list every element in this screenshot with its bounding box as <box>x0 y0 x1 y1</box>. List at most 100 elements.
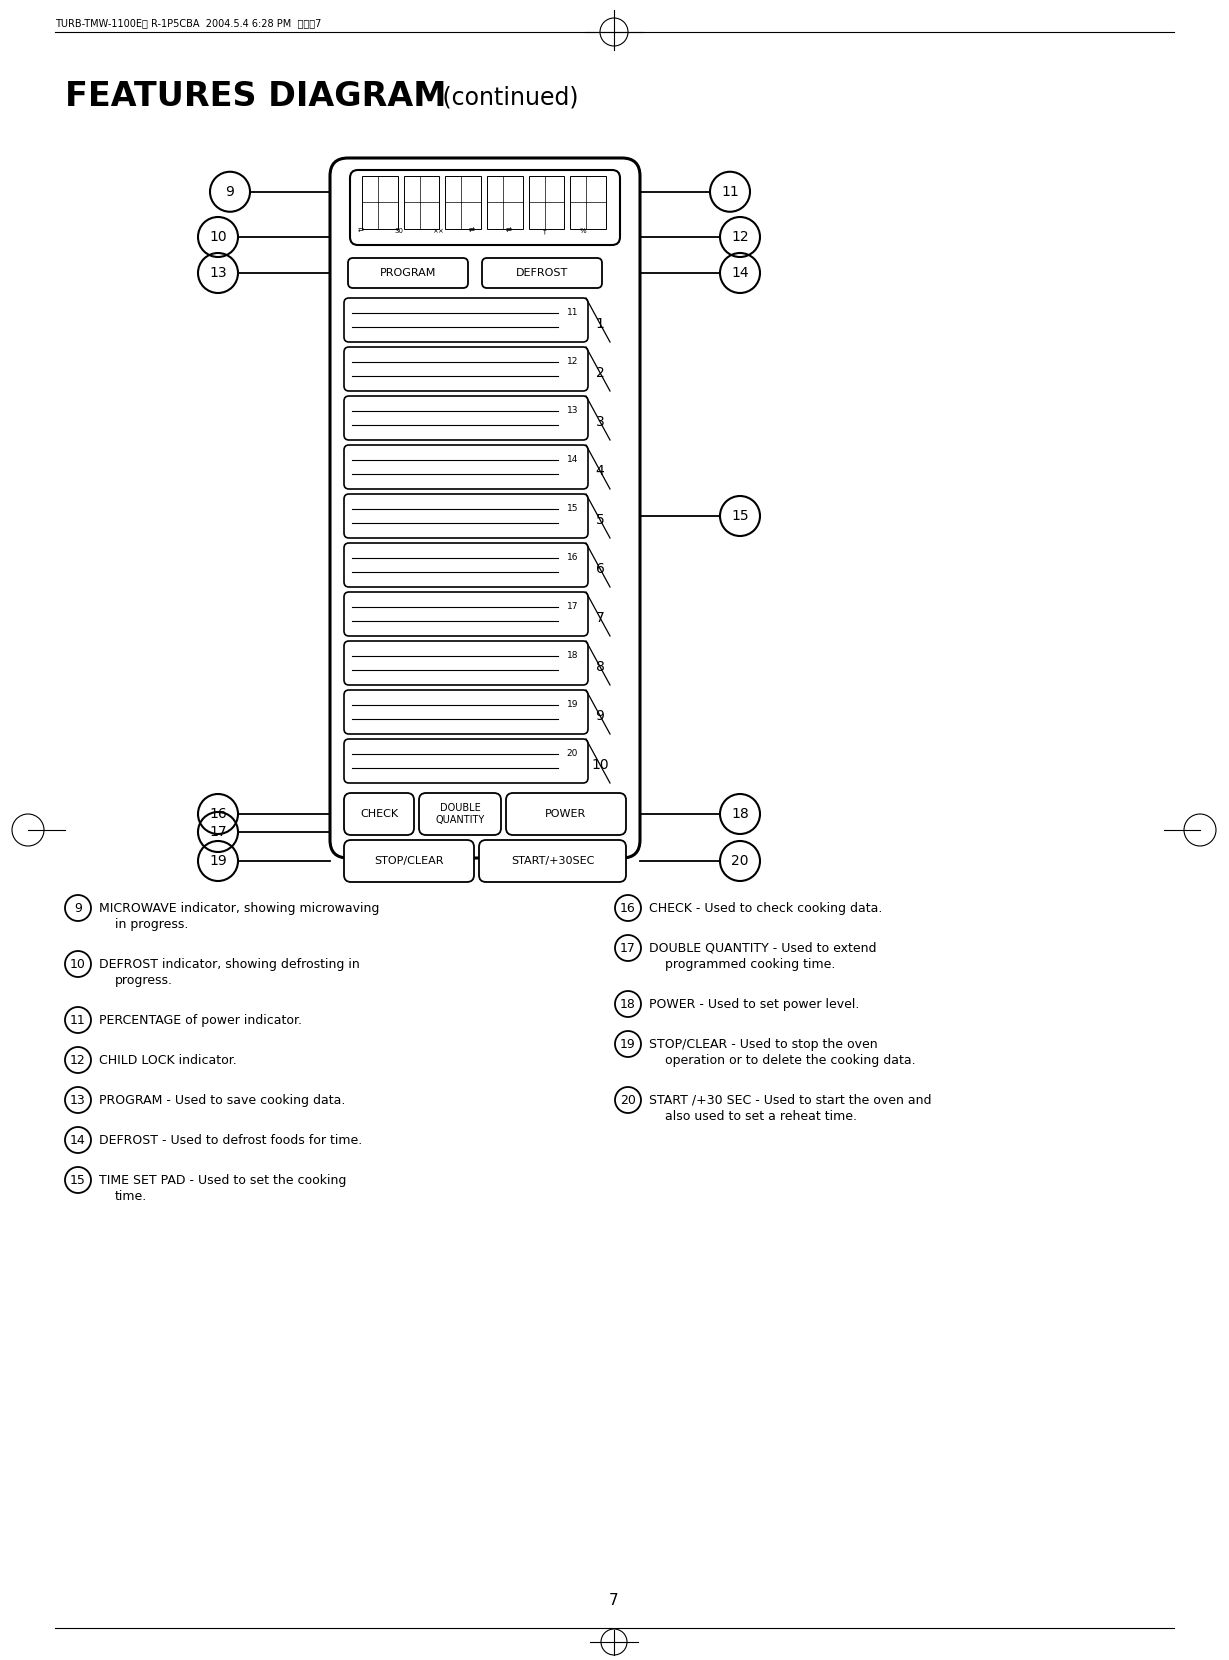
Text: 3: 3 <box>596 415 605 430</box>
Text: 30: 30 <box>395 227 404 234</box>
Text: 20: 20 <box>567 749 578 759</box>
FancyBboxPatch shape <box>344 793 414 835</box>
Text: 19: 19 <box>209 853 227 868</box>
FancyBboxPatch shape <box>344 347 587 392</box>
Text: 7: 7 <box>596 611 605 626</box>
FancyBboxPatch shape <box>344 543 587 588</box>
Text: 16: 16 <box>567 553 578 563</box>
Text: 7: 7 <box>610 1592 619 1607</box>
FancyBboxPatch shape <box>482 257 602 287</box>
Text: STOP/CLEAR - Used to stop the oven: STOP/CLEAR - Used to stop the oven <box>649 1038 878 1051</box>
Text: DEFROST - Used to defrost foods for time.: DEFROST - Used to defrost foods for time… <box>100 1134 363 1147</box>
Text: 2: 2 <box>596 367 605 380</box>
Text: 15: 15 <box>731 510 748 523</box>
Text: 11: 11 <box>567 309 578 317</box>
Text: START /+30 SEC - Used to start the oven and: START /+30 SEC - Used to start the oven … <box>649 1094 932 1107</box>
Text: POWER - Used to set power level.: POWER - Used to set power level. <box>649 998 859 1011</box>
Text: 12: 12 <box>70 1054 86 1066</box>
Bar <box>403 176 439 229</box>
FancyBboxPatch shape <box>344 495 587 538</box>
Text: 10: 10 <box>70 958 86 971</box>
Text: time.: time. <box>116 1190 147 1202</box>
Text: FEATURES DIAGRAM: FEATURES DIAGRAM <box>65 80 446 113</box>
FancyBboxPatch shape <box>344 445 587 490</box>
Text: CHILD LOCK indicator.: CHILD LOCK indicator. <box>100 1054 237 1066</box>
FancyBboxPatch shape <box>344 691 587 734</box>
FancyBboxPatch shape <box>419 793 501 835</box>
Bar <box>528 176 564 229</box>
Text: CHECK - Used to check cooking data.: CHECK - Used to check cooking data. <box>649 901 882 915</box>
Text: 17: 17 <box>567 603 578 611</box>
Bar <box>445 176 481 229</box>
Text: MICROWAVE indicator, showing microwaving: MICROWAVE indicator, showing microwaving <box>100 901 380 915</box>
Text: 6: 6 <box>596 563 605 576</box>
FancyBboxPatch shape <box>344 593 587 636</box>
Text: DOUBLE
QUANTITY: DOUBLE QUANTITY <box>435 803 484 825</box>
Text: ⇄: ⇄ <box>468 227 474 234</box>
Text: 1: 1 <box>596 317 605 332</box>
Text: programmed cooking time.: programmed cooking time. <box>665 958 836 971</box>
Text: DOUBLE QUANTITY - Used to extend: DOUBLE QUANTITY - Used to extend <box>649 941 876 954</box>
FancyBboxPatch shape <box>344 840 474 881</box>
FancyBboxPatch shape <box>506 793 626 835</box>
Text: 17: 17 <box>209 825 227 838</box>
Text: PROGRAM - Used to save cooking data.: PROGRAM - Used to save cooking data. <box>100 1094 345 1107</box>
FancyBboxPatch shape <box>479 840 626 881</box>
Text: TURB-TMW-1100E영 R-1P5CBA  2004.5.4 6:28 PM  페이지7: TURB-TMW-1100E영 R-1P5CBA 2004.5.4 6:28 P… <box>55 18 321 28</box>
Text: 9: 9 <box>74 901 82 915</box>
Text: 11: 11 <box>70 1014 86 1026</box>
Text: 13: 13 <box>567 407 578 415</box>
Text: 16: 16 <box>209 807 227 822</box>
Text: †: † <box>542 227 546 234</box>
Text: 5: 5 <box>596 513 605 528</box>
Text: 13: 13 <box>70 1094 86 1107</box>
Text: CHECK: CHECK <box>360 808 398 818</box>
Bar <box>363 176 398 229</box>
Text: 14: 14 <box>70 1134 86 1147</box>
Text: %: % <box>579 227 586 234</box>
Text: 8: 8 <box>596 661 605 674</box>
Text: 20: 20 <box>621 1094 635 1107</box>
Bar <box>570 176 606 229</box>
Text: PERCENTAGE of power indicator.: PERCENTAGE of power indicator. <box>100 1014 302 1026</box>
Text: DEFROST: DEFROST <box>516 267 568 277</box>
Text: START/+30SEC: START/+30SEC <box>511 857 594 867</box>
Text: 16: 16 <box>621 901 635 915</box>
Text: 15: 15 <box>567 505 578 513</box>
Text: 11: 11 <box>721 184 739 199</box>
Text: 18: 18 <box>621 998 635 1011</box>
FancyBboxPatch shape <box>350 169 619 246</box>
Text: 20: 20 <box>731 853 748 868</box>
Text: 19: 19 <box>567 701 578 709</box>
FancyBboxPatch shape <box>344 739 587 784</box>
Text: TIME SET PAD - Used to set the cooking: TIME SET PAD - Used to set the cooking <box>100 1174 347 1187</box>
Text: 10: 10 <box>591 759 608 772</box>
Text: ××: ×× <box>431 227 444 234</box>
Text: also used to set a reheat time.: also used to set a reheat time. <box>665 1109 857 1122</box>
Text: 19: 19 <box>621 1038 635 1051</box>
Text: 13: 13 <box>209 266 227 281</box>
Text: 9: 9 <box>226 184 235 199</box>
FancyBboxPatch shape <box>331 158 640 858</box>
Text: 12: 12 <box>567 357 578 365</box>
Text: 18: 18 <box>567 651 578 661</box>
Text: 17: 17 <box>621 941 635 954</box>
Text: ⇄: ⇄ <box>505 227 511 234</box>
Text: progress.: progress. <box>116 973 173 986</box>
Text: in progress.: in progress. <box>116 918 188 931</box>
Text: 4: 4 <box>596 465 605 478</box>
Bar <box>487 176 522 229</box>
Text: STOP/CLEAR: STOP/CLEAR <box>375 857 444 867</box>
FancyBboxPatch shape <box>348 257 468 287</box>
Text: (continued): (continued) <box>435 85 579 110</box>
Text: operation or to delete the cooking data.: operation or to delete the cooking data. <box>665 1054 916 1066</box>
Text: DEFROST indicator, showing defrosting in: DEFROST indicator, showing defrosting in <box>100 958 360 971</box>
Text: POWER: POWER <box>546 808 586 818</box>
Text: 9: 9 <box>596 709 605 724</box>
Text: 14: 14 <box>567 455 578 465</box>
Text: 10: 10 <box>209 231 227 244</box>
Text: 12: 12 <box>731 231 748 244</box>
FancyBboxPatch shape <box>344 641 587 686</box>
FancyBboxPatch shape <box>344 397 587 440</box>
FancyBboxPatch shape <box>344 299 587 342</box>
